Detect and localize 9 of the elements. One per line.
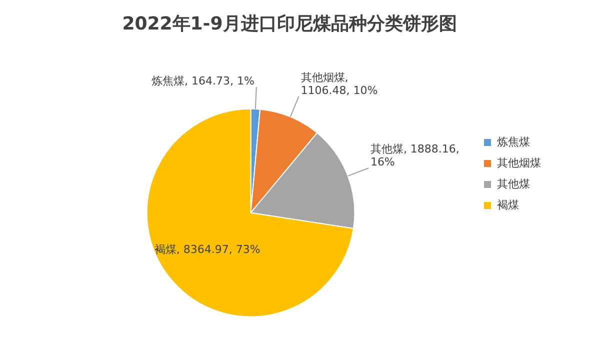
legend-label: 其他烟煤	[497, 156, 541, 170]
data-label: 其他煤, 1888.16, 16%	[370, 142, 460, 168]
data-label: 褐煤, 8364.97, 73%	[154, 242, 260, 256]
legend-label: 炼焦煤	[497, 135, 530, 148]
data-label: 其他烟煤, 1106.48, 10%	[300, 70, 378, 97]
chart-title: 2022年1-9月进口印尼煤品种分类饼形图	[122, 13, 457, 34]
legend-label: 其他煤	[497, 177, 530, 190]
data-label: 炼焦煤, 164.73, 1%	[151, 74, 254, 88]
legend-label: 褐煤	[497, 198, 519, 212]
